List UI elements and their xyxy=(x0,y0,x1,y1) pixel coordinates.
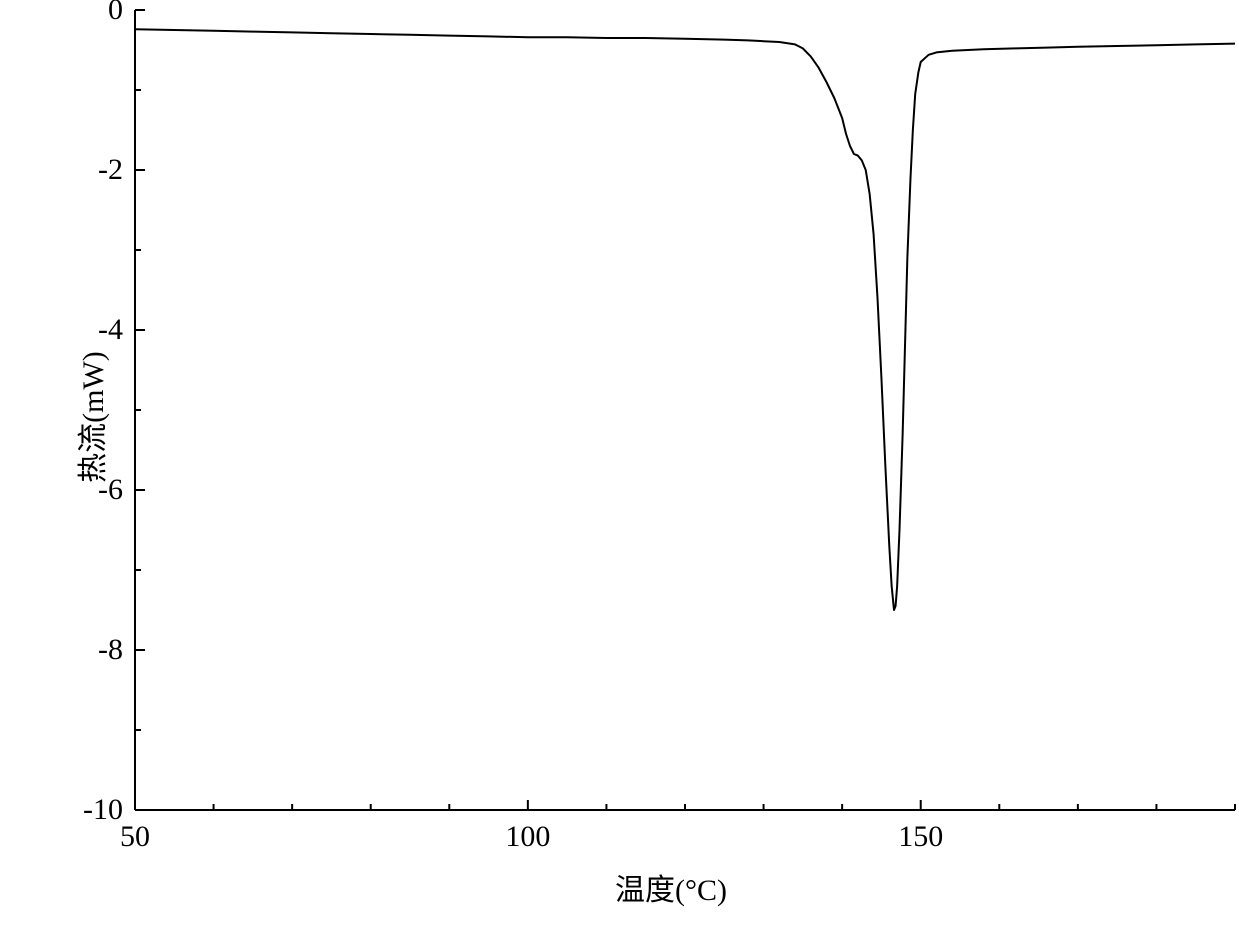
y-tick-label: -8 xyxy=(43,633,123,667)
x-tick-label: 50 xyxy=(95,820,175,854)
x-axis-label: 温度(°C) xyxy=(615,865,727,909)
y-axis-label: 热流(mW) xyxy=(68,342,112,492)
x-tick-label: 100 xyxy=(488,820,568,854)
x-tick-label: 150 xyxy=(881,820,961,854)
dsc-chart: 0-2-4-6-8-10 50100150 热流(mW) 温度(°C) xyxy=(0,0,1239,938)
y-tick-label: 0 xyxy=(43,0,123,27)
y-tick-label: -2 xyxy=(43,153,123,187)
chart-svg xyxy=(0,0,1239,938)
